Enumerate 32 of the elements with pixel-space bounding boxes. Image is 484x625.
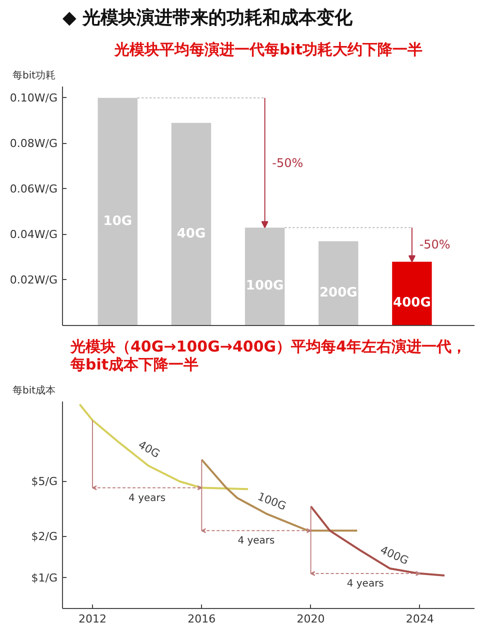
bar	[98, 98, 138, 326]
x-tick-label: 2016	[188, 612, 216, 625]
y-tick-label: 0.10W/G	[10, 91, 58, 104]
bar	[318, 241, 358, 326]
y-tick-label: 0.02W/G	[10, 273, 58, 286]
annotation: -50%	[272, 156, 304, 170]
y-tick-label: 0.04W/G	[10, 228, 58, 241]
text: 400G	[378, 543, 411, 568]
y-tick-label: 0.08W/G	[10, 136, 58, 150]
x-tick-label: 2012	[78, 612, 107, 625]
chart-title: 光模块（40G→100G→400G）平均每4年左右演进一代，每bit成本下降一半	[69, 338, 467, 374]
annotation: 4 years	[238, 536, 275, 547]
y-tick-label: $1/G	[31, 571, 58, 584]
chart-subtitle: 光模块平均每演进一代每bit功耗大约下降一半	[113, 40, 423, 58]
bar	[171, 122, 212, 326]
annotation: 4 years	[346, 578, 384, 590]
y-axis-title: 每bit成本	[12, 384, 56, 396]
bar	[392, 262, 432, 326]
text: 40G	[136, 438, 162, 461]
y-tick-label: 0.06W/G	[10, 182, 58, 196]
x-tick-label: 2020	[296, 612, 325, 625]
line-series	[78, 403, 250, 490]
line-series	[310, 505, 446, 577]
bar	[244, 228, 285, 326]
y-tick-label: $2/G	[31, 530, 58, 543]
y-tick-label: $5/G	[31, 474, 58, 488]
chart-title: ◆ 光模块演进带来的功耗和成本变化	[62, 8, 354, 28]
text: 100G	[256, 490, 288, 513]
x-tick-label: 2024	[406, 612, 434, 625]
annotation: -50%	[419, 238, 450, 252]
y-axis-title: 每bit功耗	[12, 70, 56, 82]
annotation: 4 years	[128, 492, 166, 504]
